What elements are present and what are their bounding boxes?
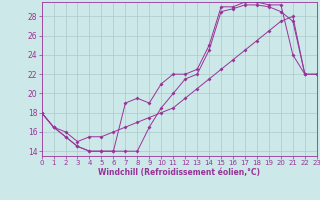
X-axis label: Windchill (Refroidissement éolien,°C): Windchill (Refroidissement éolien,°C) (98, 168, 260, 177)
